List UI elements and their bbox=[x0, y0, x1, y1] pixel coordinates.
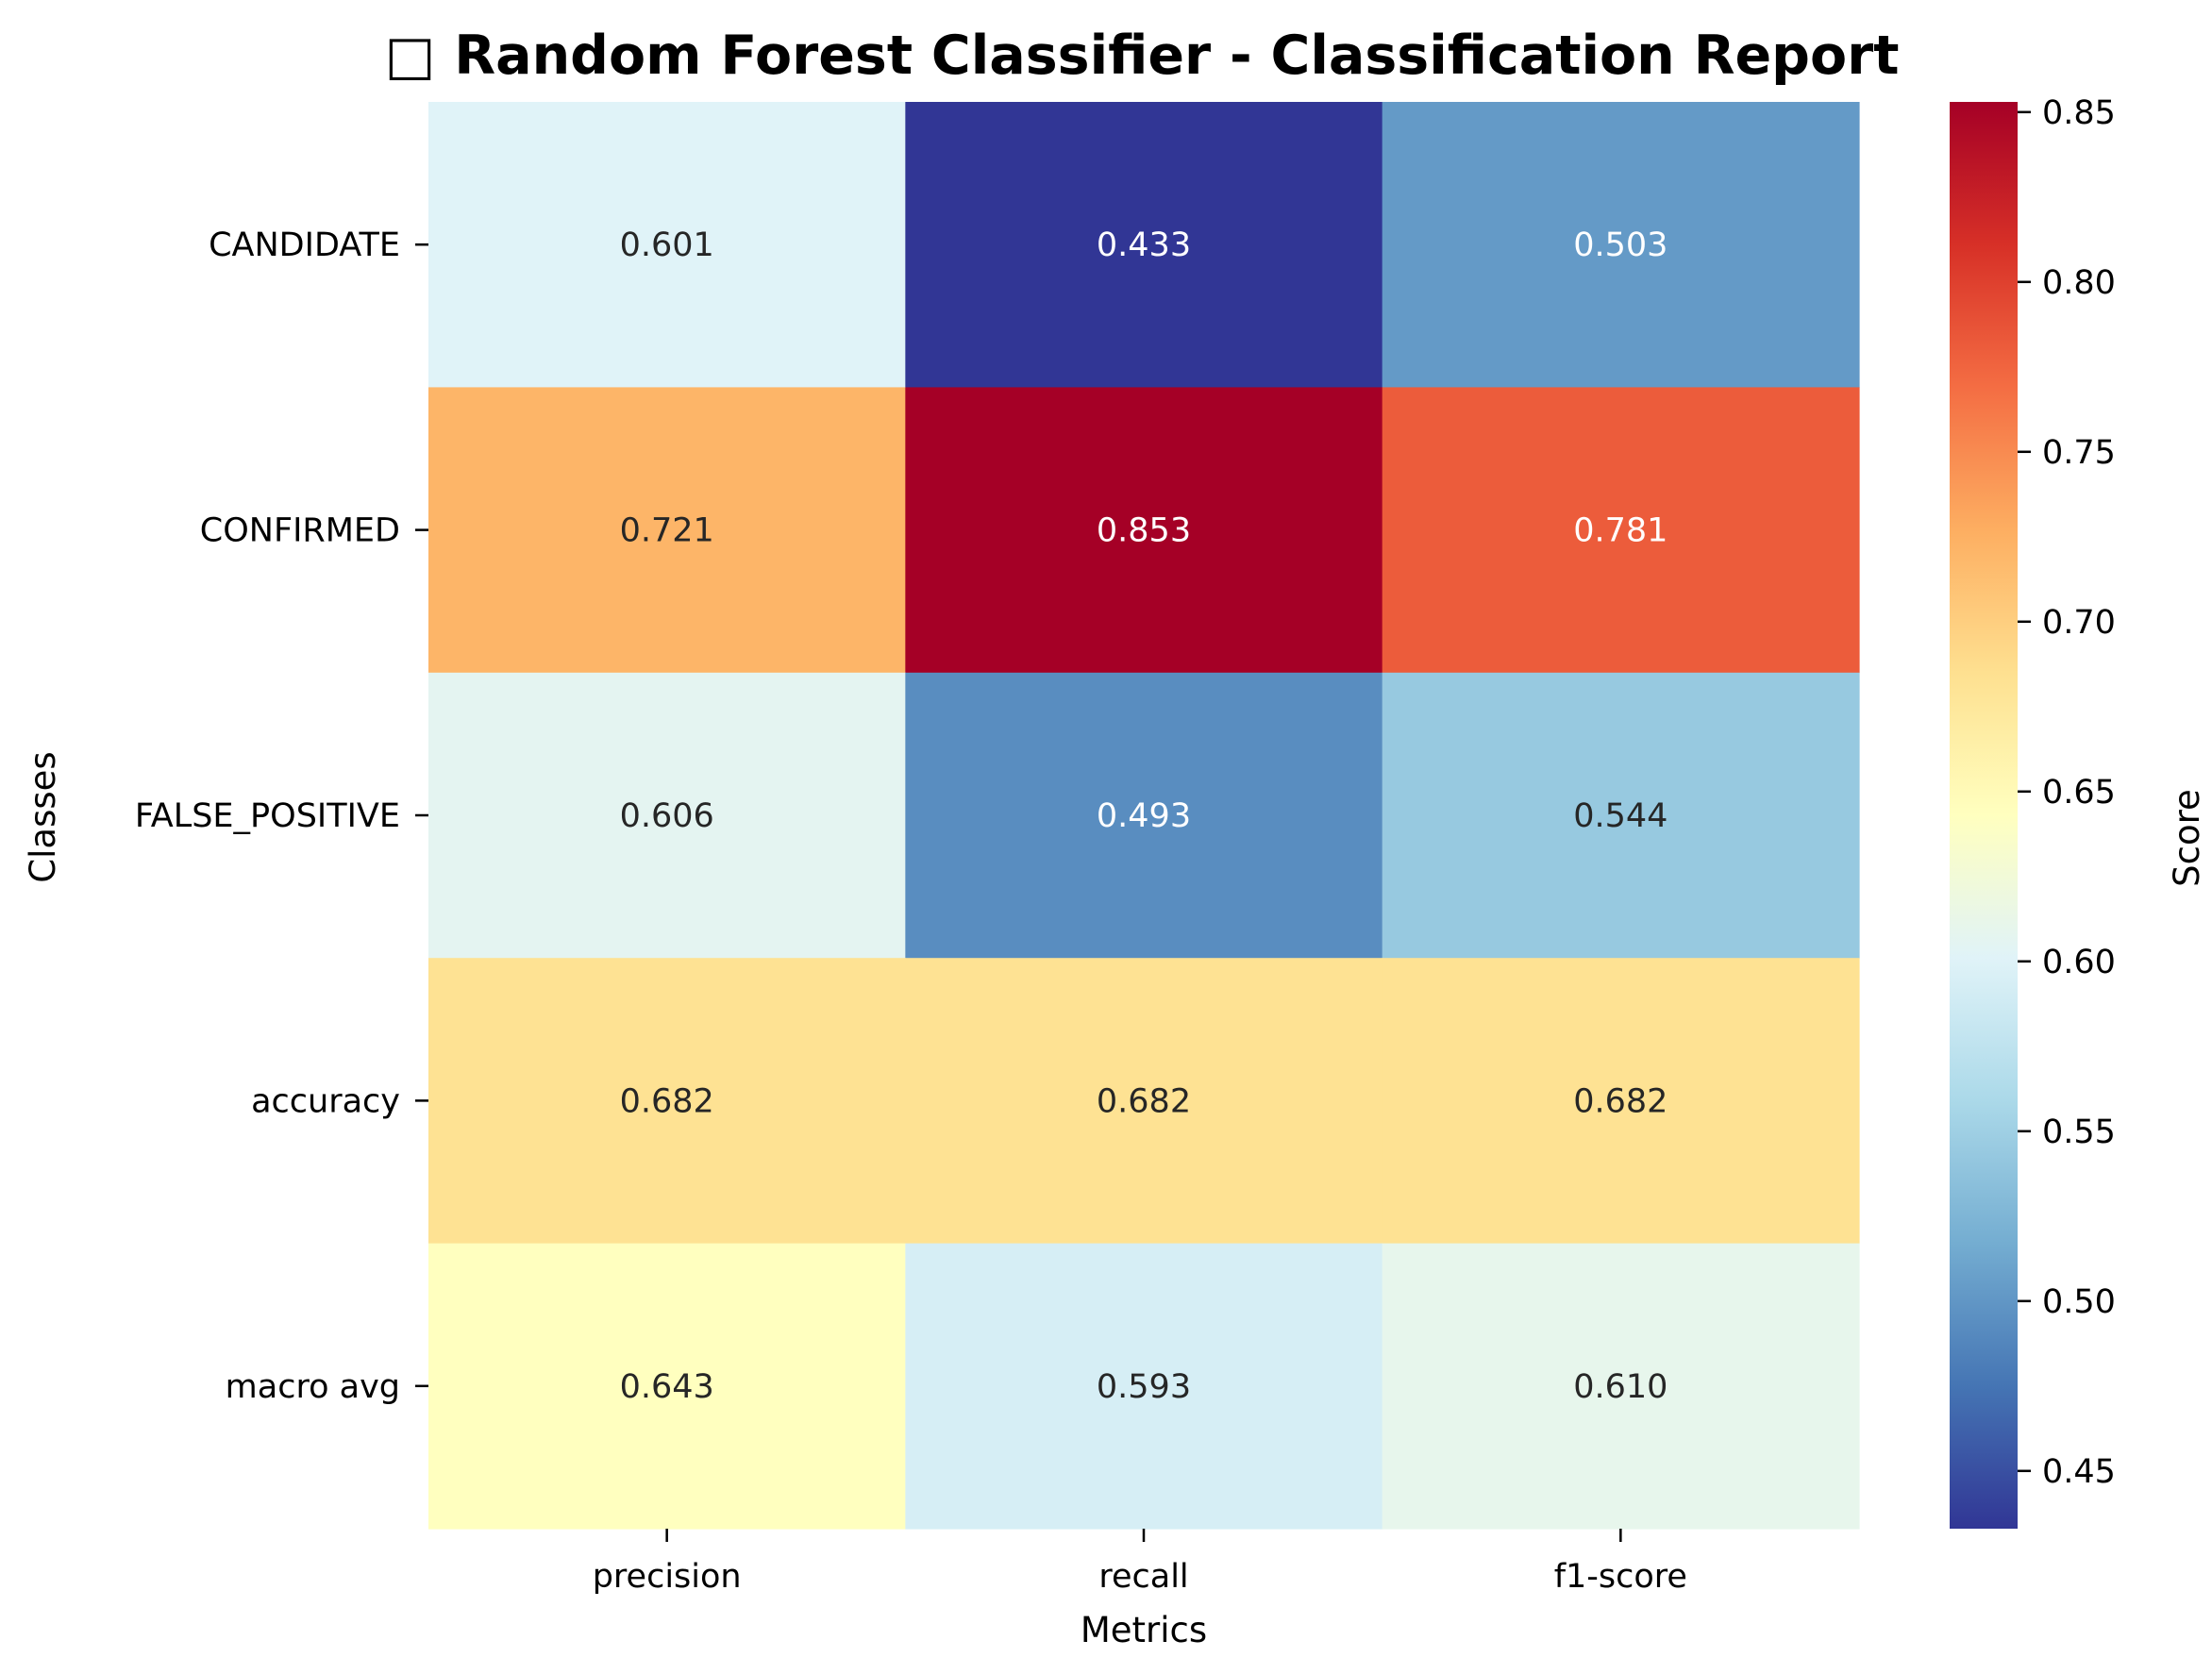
cell-value-label: 0.853 bbox=[1097, 512, 1191, 550]
x-axis-label: Metrics bbox=[1081, 1610, 1207, 1650]
heatmap-cell bbox=[905, 102, 1383, 388]
cell-value-label: 0.606 bbox=[620, 797, 714, 835]
cell-value-label: 0.610 bbox=[1573, 1368, 1667, 1406]
colorbar: 0.45 0.50 0.55 0.60 0.65 0.70 0.75 0.80 0.85 bbox=[1950, 94, 2116, 1529]
cell-value-label: 0.593 bbox=[1097, 1368, 1191, 1406]
colorbar-label: Score bbox=[2167, 789, 2207, 887]
x-tick-label: f1-score bbox=[1554, 1558, 1687, 1596]
x-axis: precision recall f1-score bbox=[593, 1529, 1687, 1596]
heatmap-cell bbox=[428, 102, 906, 388]
y-tick-label: FALSE_POSITIVE bbox=[135, 797, 400, 835]
y-axis-label: Classes bbox=[23, 751, 63, 882]
y-tick-label: accuracy bbox=[251, 1082, 400, 1120]
y-tick-label: CONFIRMED bbox=[200, 512, 400, 550]
cell-value-label: 0.721 bbox=[620, 512, 714, 550]
cell-value-label: 0.503 bbox=[1573, 226, 1667, 264]
cell-value-label: 0.781 bbox=[1573, 512, 1667, 550]
x-tick-label: precision bbox=[593, 1558, 742, 1596]
heatmap-cell bbox=[428, 958, 906, 1245]
heatmap-cell bbox=[1382, 672, 1860, 959]
colorbar-tick-label: 0.85 bbox=[2042, 94, 2116, 132]
cell-value-label: 0.682 bbox=[620, 1082, 714, 1120]
cell-value-label: 0.682 bbox=[1097, 1082, 1191, 1120]
y-tick-label: CANDIDATE bbox=[209, 226, 400, 264]
cell-value-label: 0.493 bbox=[1097, 797, 1191, 835]
colorbar-gradient bbox=[1950, 102, 2018, 1529]
colorbar-tick-label: 0.60 bbox=[2042, 944, 2116, 981]
heatmap-cell bbox=[1382, 1243, 1860, 1530]
colorbar-tick-label: 0.80 bbox=[2042, 264, 2116, 302]
chart-title: □ Random Forest Classifier - Classificat… bbox=[385, 25, 1900, 87]
colorbar-tick-label: 0.70 bbox=[2042, 604, 2116, 642]
heatmap-cell bbox=[905, 387, 1383, 674]
x-tick-label: recall bbox=[1098, 1558, 1188, 1596]
colorbar-tick-label: 0.75 bbox=[2042, 434, 2116, 472]
colorbar-tick-label: 0.45 bbox=[2042, 1453, 2116, 1491]
heatmap-cells: 0.601 0.433 0.503 0.721 0.853 0.781 0.606 0.493… bbox=[428, 102, 1860, 1530]
heatmap-cell bbox=[905, 672, 1383, 959]
heatmap-cell bbox=[905, 1243, 1383, 1530]
colorbar-tick-label: 0.55 bbox=[2042, 1113, 2116, 1151]
heatmap-cell bbox=[1382, 102, 1860, 388]
cell-value-label: 0.643 bbox=[620, 1368, 714, 1406]
heatmap-cell bbox=[428, 1243, 906, 1530]
cell-value-label: 0.682 bbox=[1573, 1082, 1667, 1120]
cell-value-label: 0.601 bbox=[620, 226, 714, 264]
y-axis: CANDIDATE CONFIRMED FALSE_POSITIVE accuracy… bbox=[135, 226, 428, 1406]
cell-value-label: 0.544 bbox=[1573, 797, 1667, 835]
cell-value-label: 0.433 bbox=[1097, 226, 1191, 264]
heatmap-cell bbox=[905, 958, 1383, 1245]
heatmap-cell bbox=[428, 672, 906, 959]
heatmap-cell bbox=[1382, 387, 1860, 674]
heatmap-cell bbox=[428, 387, 906, 674]
heatmap-cell bbox=[1382, 958, 1860, 1245]
colorbar-tick-label: 0.50 bbox=[2042, 1283, 2116, 1321]
colorbar-tick-label: 0.65 bbox=[2042, 774, 2116, 812]
y-tick-label: macro avg bbox=[226, 1368, 400, 1406]
